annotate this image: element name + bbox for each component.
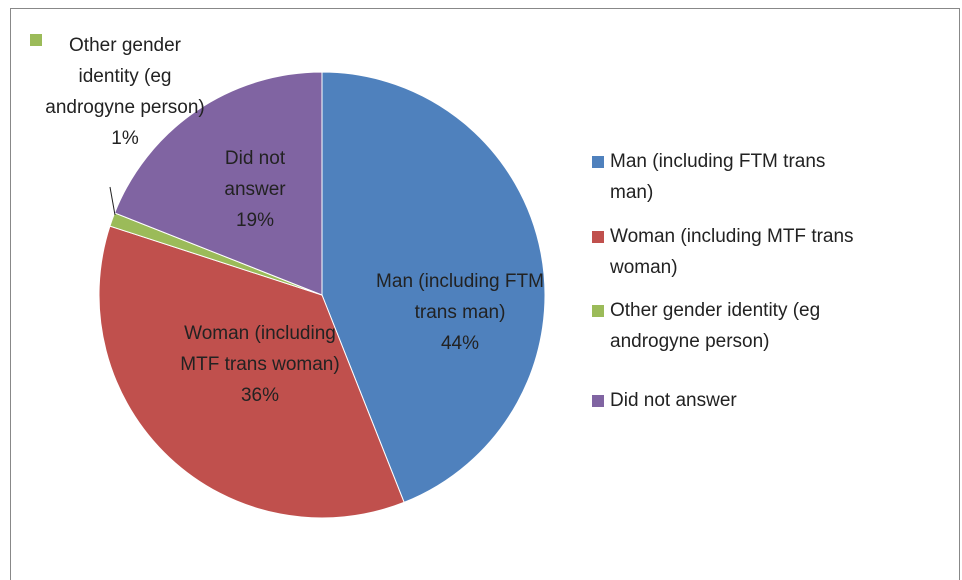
leader-line	[109, 186, 116, 216]
data-label-category: Did not answer	[224, 148, 286, 200]
data-label-category: Man (including FTM trans man)	[376, 271, 544, 323]
legend-label: Did not answer	[610, 390, 737, 411]
pie-slice	[98, 225, 405, 519]
legend-key	[592, 395, 604, 407]
label-legend-key	[30, 34, 42, 46]
data-label-value: 44%	[440, 333, 480, 354]
data-label-value: 36%	[240, 385, 280, 406]
legend-item: Did not answer	[610, 385, 865, 416]
legend-label: Man (including FTM trans man)	[610, 151, 826, 203]
data-label-value: 19%	[235, 210, 275, 231]
data-label: Other gender identity (eg androgyne pers…	[45, 30, 205, 154]
pie-slice	[114, 71, 323, 296]
data-label: Man (including FTM trans man) 44%	[370, 266, 550, 359]
legend-label: Other gender identity (eg androgyne pers…	[610, 300, 821, 352]
legend-item: Woman (including MTF trans woman)	[610, 221, 865, 283]
legend-key	[592, 156, 604, 168]
legend-key	[592, 305, 604, 317]
data-label-category: Other gender identity (eg androgyne pers…	[45, 35, 205, 118]
data-label: Did not answer 19%	[200, 143, 310, 236]
legend-item: Man (including FTM trans man)	[610, 146, 865, 208]
data-label-category: Woman (including MTF trans woman)	[180, 323, 340, 375]
chart-border	[10, 8, 960, 580]
data-label: Woman (including MTF trans woman) 36%	[170, 318, 350, 411]
pie-slice	[321, 71, 546, 503]
legend-key	[592, 231, 604, 243]
legend-item: Other gender identity (eg androgyne pers…	[610, 295, 865, 357]
data-label-value: 1%	[111, 128, 139, 149]
legend-label: Woman (including MTF trans woman)	[610, 226, 854, 278]
